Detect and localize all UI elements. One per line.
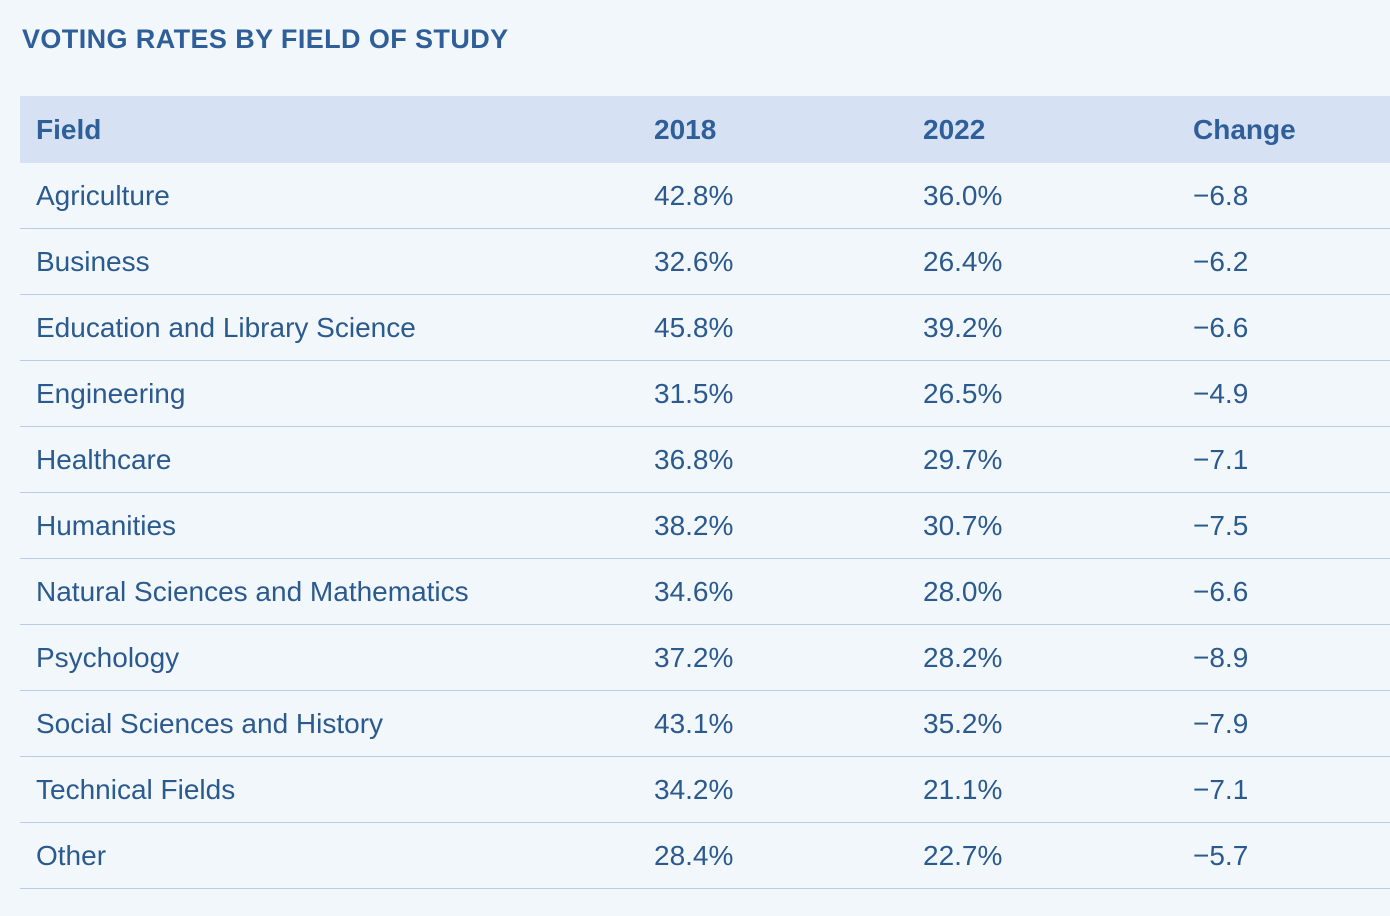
cell-field: Education and Library Science [36,311,416,343]
cell-value-2022: 21.1% [923,773,1003,805]
table-row: Education and Library Science 45.8% 39.2% −… [20,295,1390,361]
cell-change: −7.5 [1193,509,1249,541]
cell-value-2018: 37.2% [654,641,734,673]
cell-field: Natural Sciences and Mathematics [36,575,469,607]
cell-value-2018: 32.6% [654,245,734,277]
cell-change: −7.1 [1193,443,1249,475]
table-row: Business 32.6% 26.4% −6.2 [20,229,1390,295]
cell-value-2022: 35.2% [923,707,1003,739]
cell-change: −6.8 [1193,179,1249,211]
header-2022: 2022 [923,113,986,145]
cell-value-2022: 28.0% [923,575,1003,607]
cell-value-2018: 42.8% [654,179,734,211]
table-header-row: Field 2018 2022 Change [20,96,1390,163]
cell-value-2018: 28.4% [654,839,734,871]
cell-field: Business [36,245,150,277]
table-row: Natural Sciences and Mathematics 34.6% 28.… [20,559,1390,625]
cell-change: −6.6 [1193,311,1249,343]
cell-value-2018: 38.2% [654,509,734,541]
table-row: Social Sciences and History 43.1% 35.2% −7.… [20,691,1390,757]
cell-field: Agriculture [36,179,170,211]
cell-change: −4.9 [1193,377,1249,409]
voting-rates-table: Field 2018 2022 Change Agriculture 42.8% 3… [20,96,1390,889]
cell-field: Social Sciences and History [36,707,384,739]
cell-value-2022: 30.7% [923,509,1003,541]
table-row: Agriculture 42.8% 36.0% −6.8 [20,163,1390,229]
cell-value-2018: 34.6% [654,575,734,607]
cell-value-2022: 29.7% [923,443,1003,475]
table-row: Other 28.4% 22.7% −5.7 [20,823,1390,889]
cell-field: Technical Fields [36,773,236,805]
cell-value-2018: 34.2% [654,773,734,805]
cell-value-2018: 45.8% [654,311,734,343]
cell-change: −8.9 [1193,641,1249,673]
cell-change: −5.7 [1193,839,1249,871]
table-row: Technical Fields 34.2% 21.1% −7.1 [20,757,1390,823]
table-row: Psychology 37.2% 28.2% −8.9 [20,625,1390,691]
table-row: Engineering 31.5% 26.5% −4.9 [20,361,1390,427]
cell-value-2022: 39.2% [923,311,1003,343]
table-row: Healthcare 36.8% 29.7% −7.1 [20,427,1390,493]
cell-value-2018: 43.1% [654,707,734,739]
cell-field: Psychology [36,641,180,673]
cell-change: −6.6 [1193,575,1249,607]
cell-value-2022: 26.4% [923,245,1003,277]
header-field: Field [36,113,102,145]
cell-value-2018: 36.8% [654,443,734,475]
cell-value-2018: 31.5% [654,377,734,409]
cell-field: Engineering [36,377,186,409]
cell-value-2022: 36.0% [923,179,1003,211]
table-title: VOTING RATES BY FIELD OF STUDY [22,24,509,54]
cell-value-2022: 26.5% [923,377,1003,409]
table-row: Humanities 38.2% 30.7% −7.5 [20,493,1390,559]
header-change: Change [1193,113,1296,145]
table-body: Agriculture 42.8% 36.0% −6.8 Business 32.6% 26… [20,163,1390,889]
cell-field: Healthcare [36,443,172,475]
cell-field: Humanities [36,509,177,541]
cell-change: −7.9 [1193,707,1249,739]
cell-change: −7.1 [1193,773,1249,805]
cell-value-2022: 22.7% [923,839,1003,871]
cell-change: −6.2 [1193,245,1249,277]
header-2018: 2018 [654,113,717,145]
cell-value-2022: 28.2% [923,641,1003,673]
cell-field: Other [36,839,107,871]
